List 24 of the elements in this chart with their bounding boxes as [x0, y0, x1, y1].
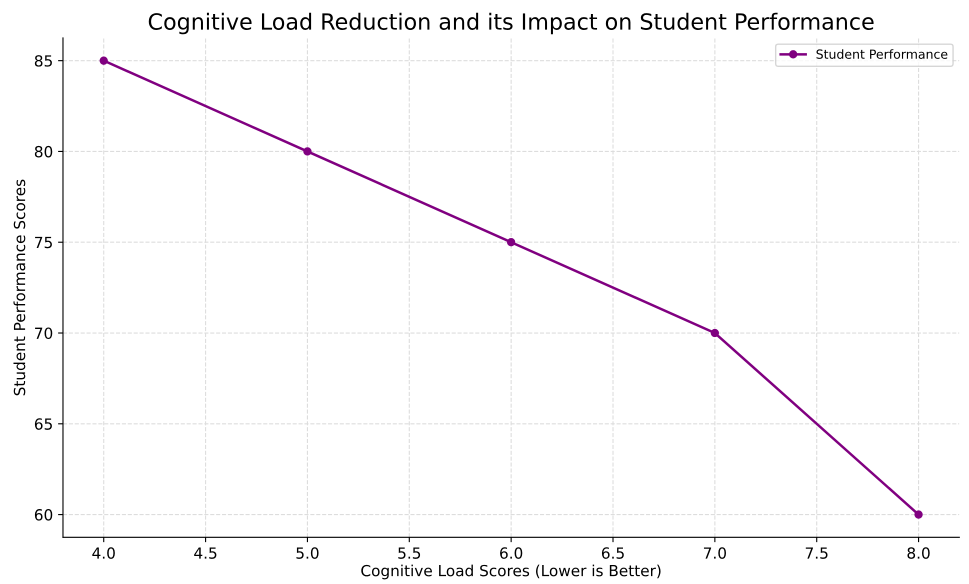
y-tick-label: 70 [35, 327, 52, 340]
chart-title: Cognitive Load Reduction and its Impact on Student Performance [148, 12, 874, 34]
point [100, 56, 108, 65]
legend-label: Student Performance [816, 49, 948, 59]
y-tick-label: 75 [35, 236, 52, 248]
x-tick-label: 6.0 [500, 547, 522, 559]
y-axis-title: Student Performance Scores [13, 180, 26, 396]
x-tick-label: 7.0 [704, 547, 726, 559]
x-tick-label: 5.5 [398, 547, 420, 559]
x-tick-label: 7.5 [806, 547, 828, 559]
y-tick-label: 85 [34, 55, 52, 67]
point [710, 328, 720, 338]
y-tick-label: 80 [34, 146, 52, 158]
point [303, 147, 312, 156]
y-tick-label: 65 [34, 418, 52, 430]
point [506, 238, 516, 246]
x-axis-title: Cognitive Load Scores (Lower is Better) [361, 564, 661, 580]
point [914, 510, 923, 519]
x-tick-label: 6.5 [602, 547, 624, 559]
y-tick-label: 60 [34, 509, 52, 521]
x-tick-label: 4.0 [92, 547, 115, 559]
x-tick-label: 4.5 [194, 547, 216, 559]
x-tick-label: 5.0 [296, 547, 319, 559]
x-tick-label: 8.0 [907, 547, 930, 559]
